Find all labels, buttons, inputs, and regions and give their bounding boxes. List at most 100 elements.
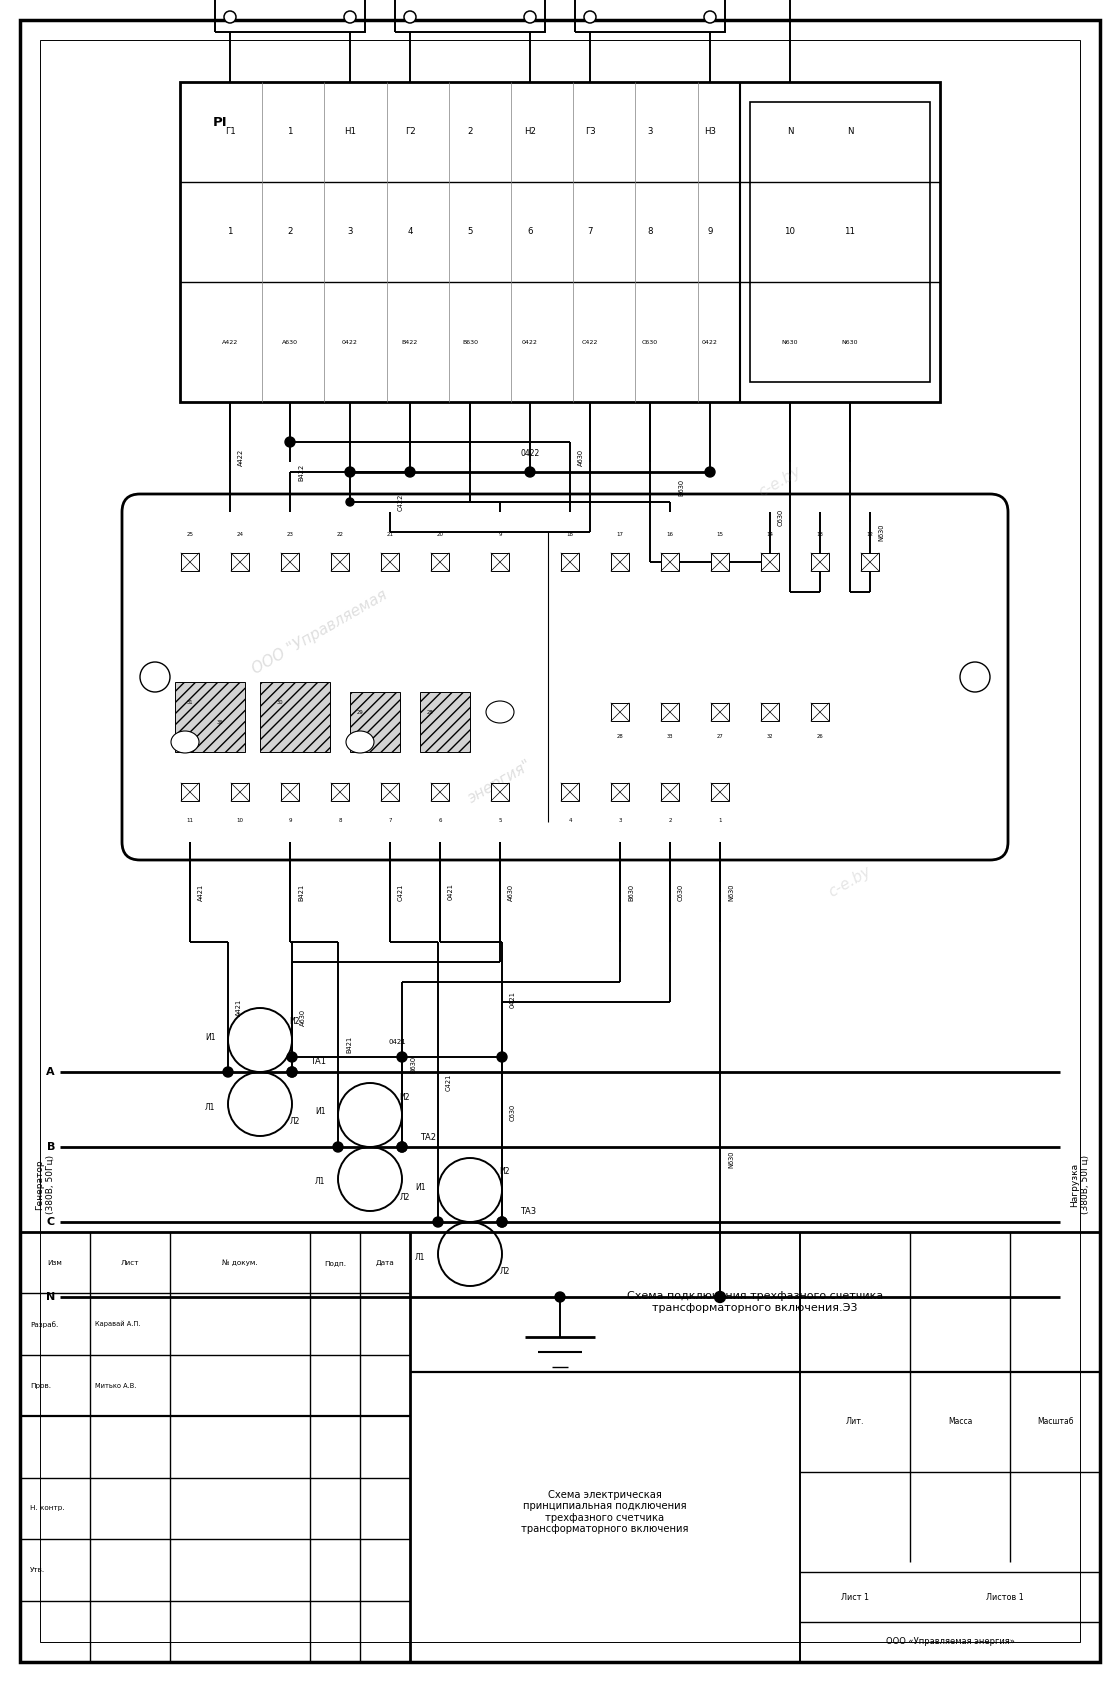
Text: А630: А630 xyxy=(508,883,514,900)
Text: Л1: Л1 xyxy=(414,1253,426,1262)
Text: 10: 10 xyxy=(784,227,795,237)
Ellipse shape xyxy=(346,732,374,754)
Text: 28: 28 xyxy=(617,735,624,740)
Circle shape xyxy=(344,12,356,24)
Text: 7: 7 xyxy=(389,817,392,822)
Circle shape xyxy=(584,12,596,24)
Text: c-e.by: c-e.by xyxy=(756,464,804,500)
Text: Г3: Г3 xyxy=(585,128,596,136)
Text: 33: 33 xyxy=(666,735,673,740)
Bar xyxy=(861,553,879,570)
Text: 15: 15 xyxy=(717,532,724,537)
Circle shape xyxy=(396,1051,407,1061)
Text: Митько А.В.: Митько А.В. xyxy=(95,1383,137,1389)
Bar xyxy=(491,553,508,570)
Text: 34: 34 xyxy=(497,710,503,715)
Bar xyxy=(420,691,470,752)
Text: С422: С422 xyxy=(581,340,598,345)
Bar xyxy=(281,553,299,570)
Text: С421: С421 xyxy=(446,1073,452,1090)
Text: 0421: 0421 xyxy=(510,991,516,1008)
Text: 0422: 0422 xyxy=(702,340,718,345)
Bar xyxy=(431,553,449,570)
Text: Л2: Л2 xyxy=(400,1193,410,1201)
Text: 26: 26 xyxy=(816,735,823,740)
Text: N: N xyxy=(46,1292,55,1302)
Text: И2: И2 xyxy=(290,1018,300,1026)
Text: И1: И1 xyxy=(315,1107,325,1117)
Text: Г2: Г2 xyxy=(404,128,416,136)
Text: 23: 23 xyxy=(287,532,293,537)
Text: 1: 1 xyxy=(718,817,721,822)
Text: 11: 11 xyxy=(844,227,856,237)
Text: N630: N630 xyxy=(728,883,734,902)
Circle shape xyxy=(497,1218,507,1226)
Text: С422: С422 xyxy=(398,493,404,511)
Text: Н. контр.: Н. контр. xyxy=(30,1505,65,1512)
Text: N630: N630 xyxy=(782,340,799,345)
Text: c-e.by: c-e.by xyxy=(827,865,874,900)
Text: 4: 4 xyxy=(568,817,571,822)
Text: A: A xyxy=(46,1066,55,1076)
Text: 12: 12 xyxy=(867,532,874,537)
Text: 18: 18 xyxy=(567,532,573,537)
Bar xyxy=(181,553,199,570)
Circle shape xyxy=(346,498,354,506)
Text: 1: 1 xyxy=(287,128,292,136)
Bar xyxy=(332,784,349,801)
Text: Разраб.: Разраб. xyxy=(30,1320,58,1327)
Text: ТА1: ТА1 xyxy=(310,1058,326,1066)
Bar xyxy=(431,784,449,801)
Text: Пров.: Пров. xyxy=(30,1383,52,1389)
Text: В630: В630 xyxy=(410,1056,416,1073)
Text: 2: 2 xyxy=(287,227,292,237)
FancyBboxPatch shape xyxy=(122,495,1008,860)
Text: В422: В422 xyxy=(298,463,304,481)
Text: В630: В630 xyxy=(461,340,478,345)
Bar xyxy=(381,784,399,801)
Bar xyxy=(231,553,249,570)
Bar xyxy=(561,784,579,801)
Text: И2: И2 xyxy=(400,1093,410,1102)
Text: 30: 30 xyxy=(277,700,283,705)
Bar xyxy=(711,703,729,722)
Text: 36: 36 xyxy=(216,720,223,725)
Text: Нагрузка
(380В, 50Гц): Нагрузка (380В, 50Гц) xyxy=(1071,1156,1090,1214)
Text: ООО «Управляемая энергия»: ООО «Управляемая энергия» xyxy=(886,1638,1015,1647)
Text: 9: 9 xyxy=(708,227,712,237)
Bar xyxy=(561,553,579,570)
Text: И1: И1 xyxy=(414,1182,426,1191)
Text: 5: 5 xyxy=(467,227,473,237)
Bar xyxy=(612,553,629,570)
Circle shape xyxy=(405,468,416,478)
Bar xyxy=(575,0,725,32)
Bar xyxy=(811,703,829,722)
Circle shape xyxy=(287,1051,297,1061)
Circle shape xyxy=(396,1142,407,1152)
Bar xyxy=(811,553,829,570)
Bar xyxy=(612,784,629,801)
Text: 25: 25 xyxy=(187,532,194,537)
Bar xyxy=(231,784,249,801)
Bar xyxy=(612,703,629,722)
Circle shape xyxy=(284,437,295,447)
Text: В630: В630 xyxy=(628,883,634,900)
Text: С630: С630 xyxy=(678,883,684,900)
Bar xyxy=(180,82,940,402)
Bar xyxy=(381,553,399,570)
Text: Масштаб: Масштаб xyxy=(1037,1418,1073,1426)
Text: Н1: Н1 xyxy=(344,128,356,136)
Text: 29: 29 xyxy=(356,710,363,715)
Text: Схема электрическая
принципиальная подключения
трехфазного счетчика
трансформато: Схема электрическая принципиальная подкл… xyxy=(521,1490,689,1534)
Text: Л1: Л1 xyxy=(205,1102,215,1112)
Text: 9: 9 xyxy=(288,817,291,822)
Text: Утв.: Утв. xyxy=(30,1568,45,1573)
Text: 3: 3 xyxy=(647,128,653,136)
Text: Дата: Дата xyxy=(375,1260,394,1267)
Circle shape xyxy=(524,12,536,24)
Text: N: N xyxy=(847,128,853,136)
Text: N630: N630 xyxy=(728,1150,734,1169)
Text: 22: 22 xyxy=(336,532,344,537)
Circle shape xyxy=(960,663,990,691)
Text: А421: А421 xyxy=(198,883,204,900)
